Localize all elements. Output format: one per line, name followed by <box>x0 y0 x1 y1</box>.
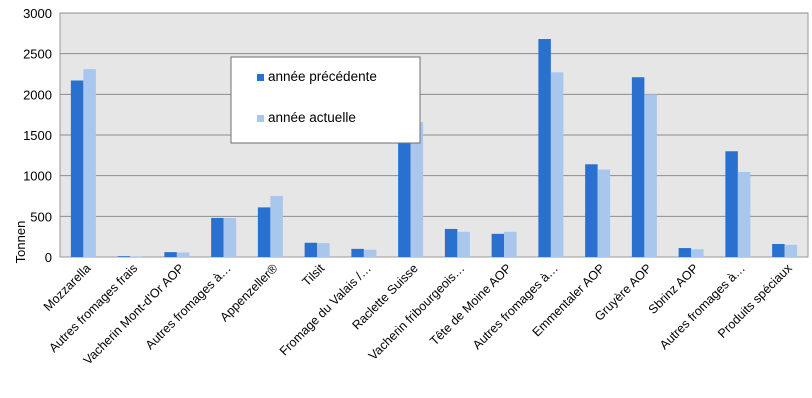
bar-annee-precedente <box>631 77 645 258</box>
bar-annee-precedente <box>211 217 224 257</box>
bar-annee-precedente <box>117 256 131 257</box>
y-tick-label: 3000 <box>23 6 52 21</box>
bar-annee-precedente <box>585 164 598 257</box>
bar-annee-actuelle <box>737 172 751 257</box>
bar-annee-actuelle <box>457 231 470 257</box>
legend-swatch-annee-actuelle <box>257 115 264 122</box>
x-category-label: Tilsit <box>300 261 328 289</box>
bar-annee-actuelle <box>784 244 798 257</box>
bar-annee-precedente <box>491 233 505 257</box>
bar-annee-actuelle <box>644 94 657 257</box>
x-category-label: Autres fromages à… <box>657 261 748 352</box>
bar-annee-precedente <box>678 248 692 257</box>
legend-box <box>230 56 421 144</box>
y-tick-label: 2500 <box>23 47 52 62</box>
bar-annee-precedente <box>444 228 458 257</box>
legend-label-annee-precedente: année précédente <box>268 69 377 84</box>
gridlines <box>60 12 808 217</box>
legend: année précédente année actuelle <box>230 56 421 144</box>
y-tick-label: 2000 <box>23 87 52 102</box>
y-tick-label: 1000 <box>23 169 52 184</box>
y-axis-ticks: 0 500 1000 1500 2000 2500 3000 <box>23 6 52 265</box>
x-category-label: Autres fromages à… <box>143 261 234 352</box>
bar-annee-precedente <box>257 207 271 257</box>
bars <box>70 39 798 258</box>
bar-annee-actuelle <box>270 196 283 257</box>
y-tick-label: 0 <box>45 250 52 265</box>
bar-annee-actuelle <box>176 252 190 257</box>
bar-annee-actuelle <box>317 243 330 257</box>
x-category-label: Fromage du Valais /… <box>277 261 374 358</box>
bar-annee-actuelle <box>550 72 564 257</box>
legend-swatch-annee-precedente <box>257 74 264 81</box>
bar-annee-actuelle <box>130 256 143 257</box>
y-tick-label: 1500 <box>23 128 52 143</box>
x-category-label: Tête de Moine AOP <box>427 261 514 348</box>
bar-annee-actuelle <box>504 231 517 257</box>
bar-annee-actuelle <box>223 217 237 257</box>
legend-label-annee-actuelle: année actuelle <box>268 110 356 125</box>
bar-annee-precedente <box>538 39 551 257</box>
bar-annee-precedente <box>351 248 364 257</box>
bar-annee-actuelle <box>597 169 611 257</box>
bar-annee-actuelle <box>363 249 377 257</box>
bar-annee-precedente <box>398 135 411 257</box>
bar-annee-precedente <box>772 243 785 257</box>
y-tick-label: 500 <box>30 209 52 224</box>
bar-annee-precedente <box>164 252 177 257</box>
x-category-label: Autres fromages frais <box>46 261 140 355</box>
x-category-label: Autres fromages à… <box>470 261 561 352</box>
bar-annee-precedente <box>70 80 84 257</box>
y-axis-title: Tonnen <box>13 221 28 264</box>
bar-annee-precedente <box>725 151 738 257</box>
bar-annee-precedente <box>304 242 318 257</box>
bar-annee-actuelle <box>691 249 704 257</box>
bar-annee-actuelle <box>83 69 96 258</box>
bar-annee-actuelle <box>410 121 424 257</box>
